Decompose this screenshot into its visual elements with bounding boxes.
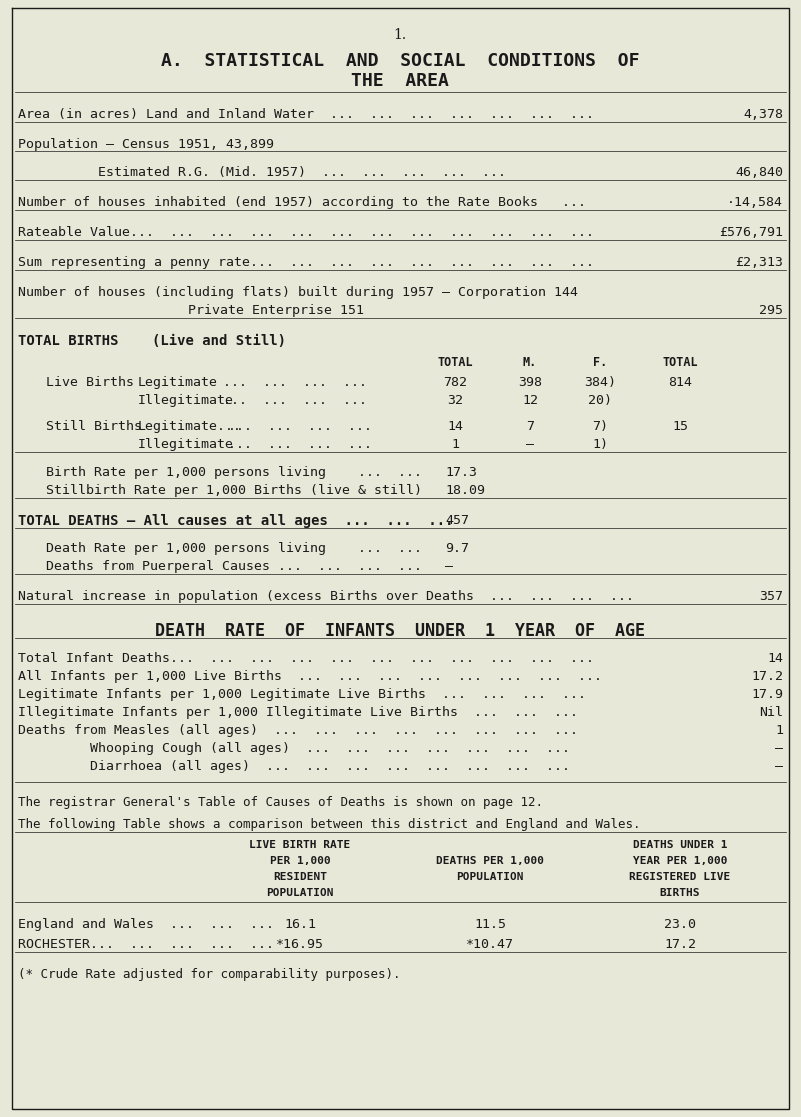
Text: ROCHESTER...  ...  ...  ...  ...: ROCHESTER... ... ... ... ...: [18, 938, 274, 951]
Text: 17.3: 17.3: [445, 466, 477, 479]
Text: 12: 12: [522, 394, 538, 407]
Text: POPULATION: POPULATION: [457, 872, 524, 882]
Text: 1: 1: [775, 724, 783, 737]
Text: PER 1,000: PER 1,000: [270, 856, 330, 866]
Text: 16.1: 16.1: [284, 918, 316, 930]
Text: Birth Rate per 1,000 persons living    ...  ...: Birth Rate per 1,000 persons living ... …: [46, 466, 422, 479]
Text: ...  ...  ...  ...: ... ... ... ...: [223, 376, 367, 389]
Text: Illegitimate Infants per 1,000 Illegitimate Live Births  ...  ...  ...: Illegitimate Infants per 1,000 Illegitim…: [18, 706, 578, 719]
Text: Estimated R.G. (Mid. 1957)  ...  ...  ...  ...  ...: Estimated R.G. (Mid. 1957) ... ... ... .…: [98, 166, 506, 179]
Text: –: –: [775, 742, 783, 755]
Text: YEAR PER 1,000: YEAR PER 1,000: [633, 856, 727, 866]
Text: 782: 782: [443, 376, 467, 389]
Text: 11.5: 11.5: [474, 918, 506, 930]
Text: Legitimate...: Legitimate...: [138, 420, 242, 433]
Text: TOTAL: TOTAL: [437, 356, 473, 369]
Text: England and Wales  ...  ...  ...: England and Wales ... ... ...: [18, 918, 274, 930]
Text: Still Births: Still Births: [46, 420, 142, 433]
Text: £576,791: £576,791: [719, 226, 783, 239]
Text: 814: 814: [668, 376, 692, 389]
Text: Legitimate Infants per 1,000 Legitimate Live Births  ...  ...  ...  ...: Legitimate Infants per 1,000 Legitimate …: [18, 688, 586, 701]
Text: REGISTERED LIVE: REGISTERED LIVE: [630, 872, 731, 882]
Text: Legitimate: Legitimate: [138, 376, 218, 389]
Text: Nil: Nil: [759, 706, 783, 719]
Text: 1.: 1.: [393, 28, 407, 42]
Text: *16.95: *16.95: [276, 938, 324, 951]
Text: –: –: [775, 760, 783, 773]
Text: ·14,584: ·14,584: [727, 195, 783, 209]
Text: (* Crude Rate adjusted for comparability purposes).: (* Crude Rate adjusted for comparability…: [18, 968, 400, 981]
Text: TOTAL DEATHS – All causes at all ages  ...  ...  ...: TOTAL DEATHS – All causes at all ages ..…: [18, 514, 453, 528]
Text: 357: 357: [759, 590, 783, 603]
Text: THE  AREA: THE AREA: [351, 71, 449, 90]
Text: Diarrhoea (all ages)  ...  ...  ...  ...  ...  ...  ...  ...: Diarrhoea (all ages) ... ... ... ... ...…: [18, 760, 570, 773]
Text: 17.9: 17.9: [751, 688, 783, 701]
Text: 398: 398: [518, 376, 542, 389]
Text: Total Infant Deaths...  ...  ...  ...  ...  ...  ...  ...  ...  ...  ...: Total Infant Deaths... ... ... ... ... .…: [18, 652, 594, 665]
Text: 7): 7): [592, 420, 608, 433]
Text: 1: 1: [451, 438, 459, 451]
Text: 457: 457: [445, 514, 469, 527]
Text: 46,840: 46,840: [735, 166, 783, 179]
Text: Private Enterprise 151: Private Enterprise 151: [188, 304, 364, 317]
Text: ...  ...  ...  ...: ... ... ... ...: [228, 438, 372, 451]
Text: 23.0: 23.0: [664, 918, 696, 930]
Text: Natural increase in population (excess Births over Deaths  ...  ...  ...  ...: Natural increase in population (excess B…: [18, 590, 634, 603]
Text: 4,378: 4,378: [743, 108, 783, 121]
Text: 14: 14: [447, 420, 463, 433]
Text: DEATH  RATE  OF  INFANTS  UNDER  1  YEAR  OF  AGE: DEATH RATE OF INFANTS UNDER 1 YEAR OF AG…: [155, 622, 645, 640]
Text: 9.7: 9.7: [445, 542, 469, 555]
Text: A.  STATISTICAL  AND  SOCIAL  CONDITIONS  OF: A. STATISTICAL AND SOCIAL CONDITIONS OF: [161, 52, 639, 70]
Text: Deaths from Measles (all ages)  ...  ...  ...  ...  ...  ...  ...  ...: Deaths from Measles (all ages) ... ... .…: [18, 724, 578, 737]
Text: *10.47: *10.47: [466, 938, 514, 951]
Text: Stillbirth Rate per 1,000 Births (live & still): Stillbirth Rate per 1,000 Births (live &…: [46, 484, 422, 497]
Text: TOTAL: TOTAL: [662, 356, 698, 369]
Text: LIVE BIRTH RATE: LIVE BIRTH RATE: [249, 840, 351, 850]
Text: Number of houses (including flats) built during 1957 – Corporation 144: Number of houses (including flats) built…: [18, 286, 578, 299]
Text: Area (in acres) Land and Inland Water  ...  ...  ...  ...  ...  ...  ...: Area (in acres) Land and Inland Water ..…: [18, 108, 594, 121]
Text: 384): 384): [584, 376, 616, 389]
Text: Sum representing a penny rate...  ...  ...  ...  ...  ...  ...  ...  ...: Sum representing a penny rate... ... ...…: [18, 256, 594, 269]
Text: –: –: [445, 560, 453, 573]
Text: The following Table shows a comparison between this district and England and Wal: The following Table shows a comparison b…: [18, 818, 641, 831]
Text: 32: 32: [447, 394, 463, 407]
Text: 15: 15: [672, 420, 688, 433]
Text: Whooping Cough (all ages)  ...  ...  ...  ...  ...  ...  ...: Whooping Cough (all ages) ... ... ... ..…: [18, 742, 570, 755]
Text: POPULATION: POPULATION: [266, 888, 334, 898]
Text: ...  ...  ...  ...: ... ... ... ...: [223, 394, 367, 407]
Text: 7: 7: [526, 420, 534, 433]
Text: 20): 20): [588, 394, 612, 407]
Text: All Infants per 1,000 Live Births  ...  ...  ...  ...  ...  ...  ...  ...: All Infants per 1,000 Live Births ... ..…: [18, 670, 602, 682]
Text: Rateable Value...  ...  ...  ...  ...  ...  ...  ...  ...  ...  ...  ...: Rateable Value... ... ... ... ... ... ..…: [18, 226, 594, 239]
Text: F.: F.: [593, 356, 607, 369]
Text: 14: 14: [767, 652, 783, 665]
Text: Live Births: Live Births: [46, 376, 134, 389]
Text: Illegitimate: Illegitimate: [138, 438, 234, 451]
Text: Number of houses inhabited (end 1957) according to the Rate Books   ...: Number of houses inhabited (end 1957) ac…: [18, 195, 586, 209]
Text: 18.09: 18.09: [445, 484, 485, 497]
Text: Death Rate per 1,000 persons living    ...  ...: Death Rate per 1,000 persons living ... …: [46, 542, 422, 555]
Text: DEATHS PER 1,000: DEATHS PER 1,000: [436, 856, 544, 866]
Text: BIRTHS: BIRTHS: [660, 888, 700, 898]
Text: M.: M.: [523, 356, 537, 369]
Text: TOTAL BIRTHS    (Live and Still): TOTAL BIRTHS (Live and Still): [18, 334, 286, 349]
Text: –: –: [526, 438, 534, 451]
Text: RESIDENT: RESIDENT: [273, 872, 327, 882]
Text: DEATHS UNDER 1: DEATHS UNDER 1: [633, 840, 727, 850]
Text: The registrar General's Table of Causes of Deaths is shown on page 12.: The registrar General's Table of Causes …: [18, 796, 543, 809]
Text: 1): 1): [592, 438, 608, 451]
Text: 17.2: 17.2: [751, 670, 783, 682]
Text: Illegitimate: Illegitimate: [138, 394, 234, 407]
Text: 295: 295: [759, 304, 783, 317]
Text: £2,313: £2,313: [735, 256, 783, 269]
Text: Population – Census 1951, 43,899: Population – Census 1951, 43,899: [18, 139, 274, 151]
Text: Deaths from Puerperal Causes ...  ...  ...  ...: Deaths from Puerperal Causes ... ... ...…: [46, 560, 422, 573]
Text: ...  ...  ...  ...: ... ... ... ...: [228, 420, 372, 433]
Text: 17.2: 17.2: [664, 938, 696, 951]
